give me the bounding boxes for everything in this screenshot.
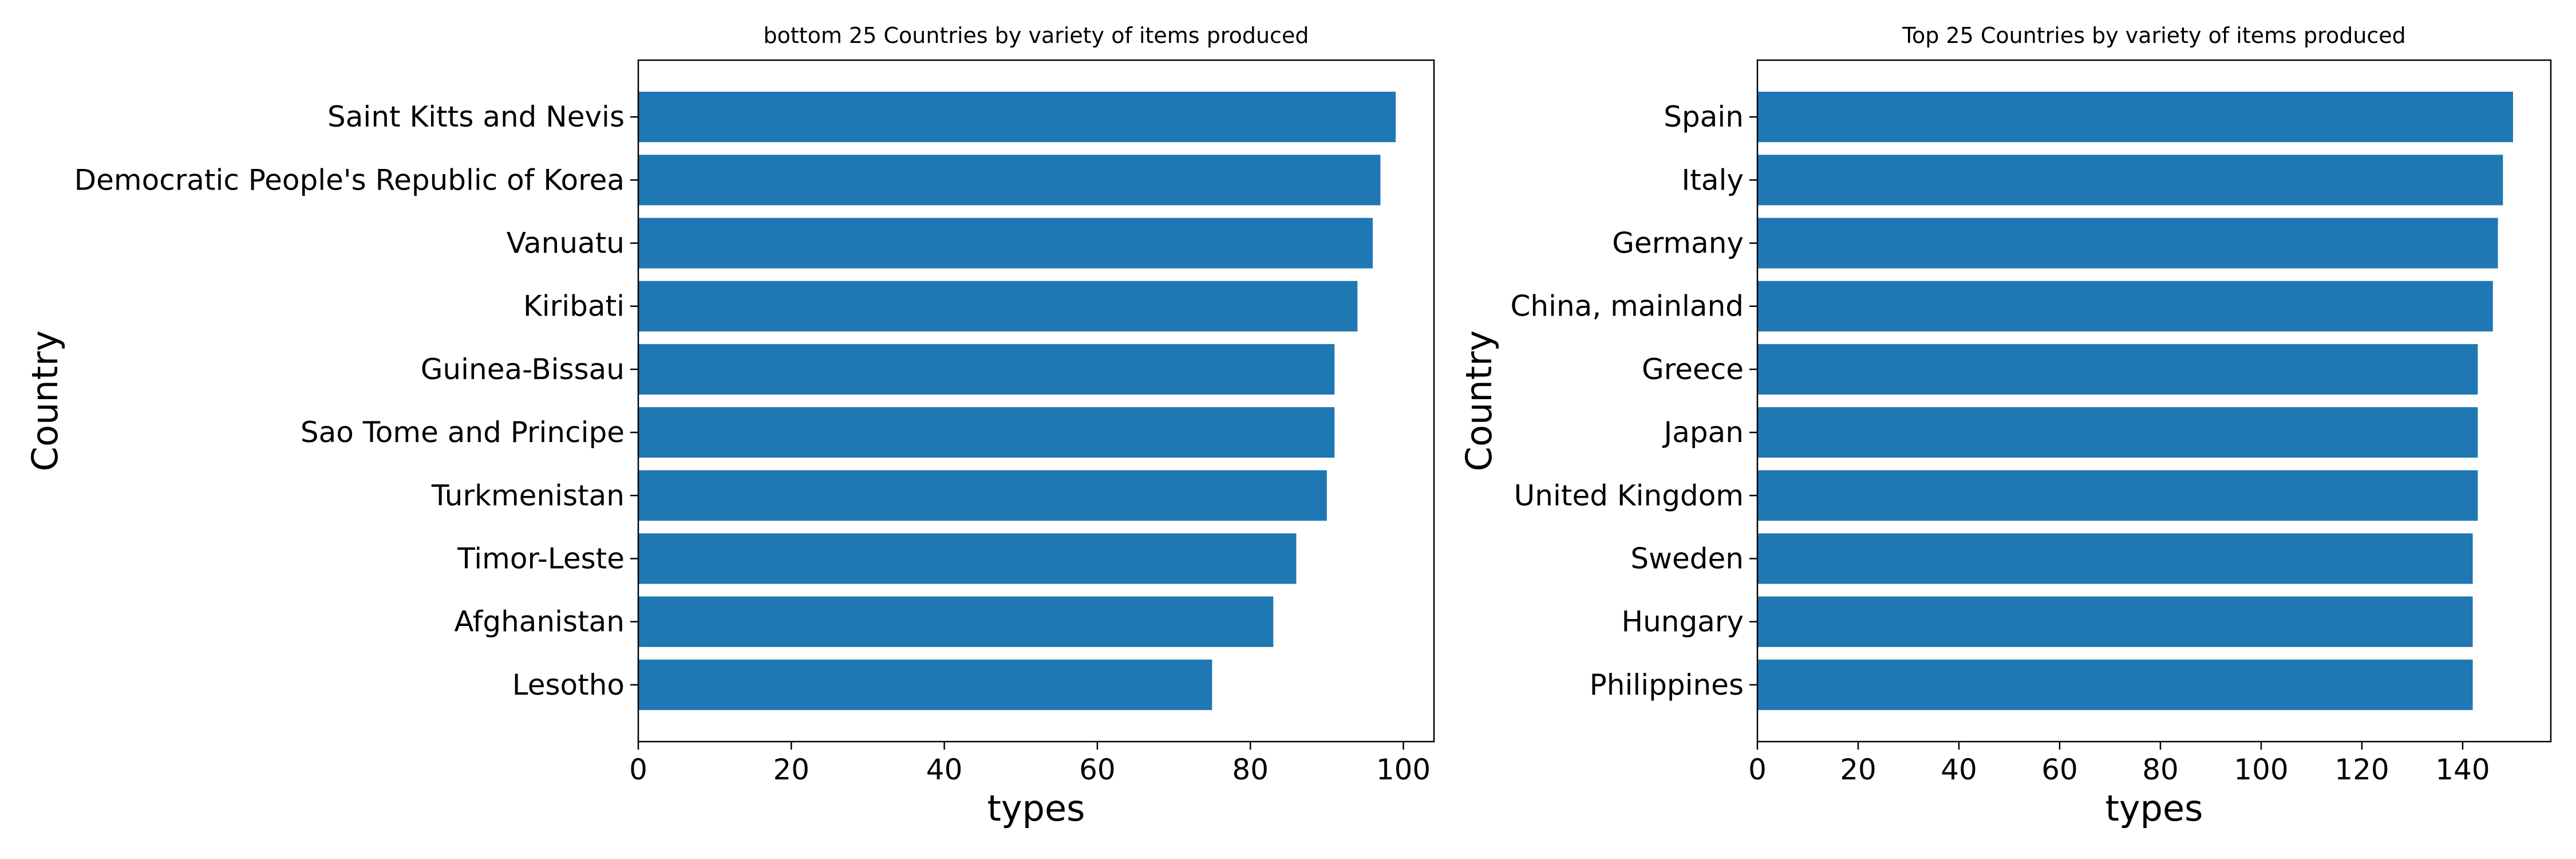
- bar: [638, 344, 1335, 395]
- bar: [1757, 533, 2473, 584]
- bar: [1757, 281, 2493, 332]
- y-tick-label: Turkmenistan: [431, 479, 625, 512]
- plot-frame: [1756, 59, 2552, 743]
- x-tick-label: 80: [1232, 753, 1269, 786]
- y-tick-label: Timor-Leste: [457, 542, 625, 575]
- bar: [638, 407, 1335, 458]
- bar: [638, 659, 1212, 710]
- y-tick-label: United Kingdom: [1514, 479, 1744, 512]
- y-tick-label: China, mainland: [1511, 290, 1744, 323]
- bar: [1757, 659, 2473, 710]
- bar: [638, 470, 1327, 521]
- y-tick-label: Sweden: [1630, 542, 1744, 575]
- y-tick-label: Vanuatu: [507, 227, 625, 260]
- y-tick-label: Lesotho: [512, 668, 625, 702]
- bar: [1757, 155, 2503, 206]
- bar: [1757, 218, 2498, 269]
- y-tick-label: Greece: [1642, 353, 1744, 386]
- x-axis-label: types: [987, 787, 1085, 829]
- bar: [638, 218, 1373, 269]
- y-tick-label: Afghanistan: [454, 605, 625, 639]
- y-axis-label: Country: [24, 330, 66, 471]
- x-tick-label: 100: [1376, 753, 1431, 786]
- x-tick-label: 20: [773, 753, 809, 786]
- bar: [638, 596, 1274, 647]
- x-tick-label: 60: [1079, 753, 1116, 786]
- bars: [1757, 92, 2513, 710]
- plot-frame: [637, 59, 1435, 743]
- x-tick-label: 140: [2435, 753, 2490, 786]
- x-tick-label: 0: [1748, 753, 1767, 786]
- y-tick-label: Philippines: [1590, 668, 1744, 702]
- y-tick-label: Saint Kitts and Nevis: [327, 100, 625, 133]
- y-tick-label: Italy: [1682, 163, 1744, 196]
- x-axis-label: types: [2105, 787, 2203, 829]
- x-tick-label: 0: [629, 753, 647, 786]
- y-tick-label: Spain: [1664, 100, 1744, 133]
- bar: [638, 155, 1381, 206]
- x-tick-label: 100: [2234, 753, 2288, 786]
- y-tick-label: Germany: [1612, 227, 1744, 260]
- bars: [638, 92, 1396, 710]
- y-tick-label: Hungary: [1621, 605, 1744, 639]
- x-tick-label: 120: [2334, 753, 2389, 786]
- x-tick-label: 80: [2142, 753, 2179, 786]
- bar: [638, 281, 1358, 332]
- y-tick-label: Democratic People's Republic of Korea: [74, 163, 625, 196]
- chart-top-25: Top 25 Countries by variety of items pro…: [1458, 23, 2552, 829]
- bar: [1757, 92, 2513, 143]
- chart-title: bottom 25 Countries by variety of items …: [764, 23, 1309, 48]
- y-tick-label: Sao Tome and Principe: [301, 416, 625, 449]
- bar: [638, 533, 1297, 584]
- bar: [1757, 596, 2473, 647]
- x-tick-label: 40: [1941, 753, 1977, 786]
- x-tick-label: 60: [2041, 753, 2078, 786]
- x-tick-label: 40: [926, 753, 963, 786]
- bar: [1757, 470, 2478, 521]
- chart-bottom-25: bottom 25 Countries by variety of items …: [24, 23, 1435, 829]
- x-tick-label: 20: [1840, 753, 1876, 786]
- bar: [638, 92, 1396, 143]
- y-tick-label: Guinea-Bissau: [421, 353, 625, 386]
- bar: [1757, 407, 2478, 458]
- y-tick-label: Japan: [1662, 416, 1744, 449]
- y-axis-label: Country: [1458, 330, 1500, 471]
- y-tick-label: Kiribati: [523, 290, 625, 323]
- chart-title: Top 25 Countries by variety of items pro…: [1902, 23, 2406, 48]
- bar: [1757, 344, 2478, 395]
